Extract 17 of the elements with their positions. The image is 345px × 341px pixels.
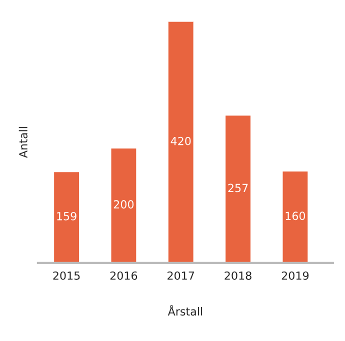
data-label: 200 — [114, 200, 134, 209]
x-tick-label: 2015 — [53, 271, 80, 280]
data-label: 159 — [57, 212, 76, 220]
y-axis-title: Antall — [18, 127, 28, 158]
x-tick-label: 2017 — [168, 271, 194, 280]
x-tick-label: 2018 — [224, 271, 252, 280]
x-tick-label: 2016 — [110, 271, 138, 280]
bar — [281, 170, 310, 263]
bar — [52, 170, 80, 263]
data-label: 160 — [286, 212, 306, 220]
x-axis-title: Årstall — [168, 305, 202, 316]
bar — [110, 147, 138, 263]
bar — [224, 114, 252, 263]
x-tick-label: 2019 — [282, 271, 309, 280]
bar — [167, 21, 195, 263]
data-label: 420 — [170, 136, 191, 146]
data-label: 257 — [228, 184, 248, 192]
